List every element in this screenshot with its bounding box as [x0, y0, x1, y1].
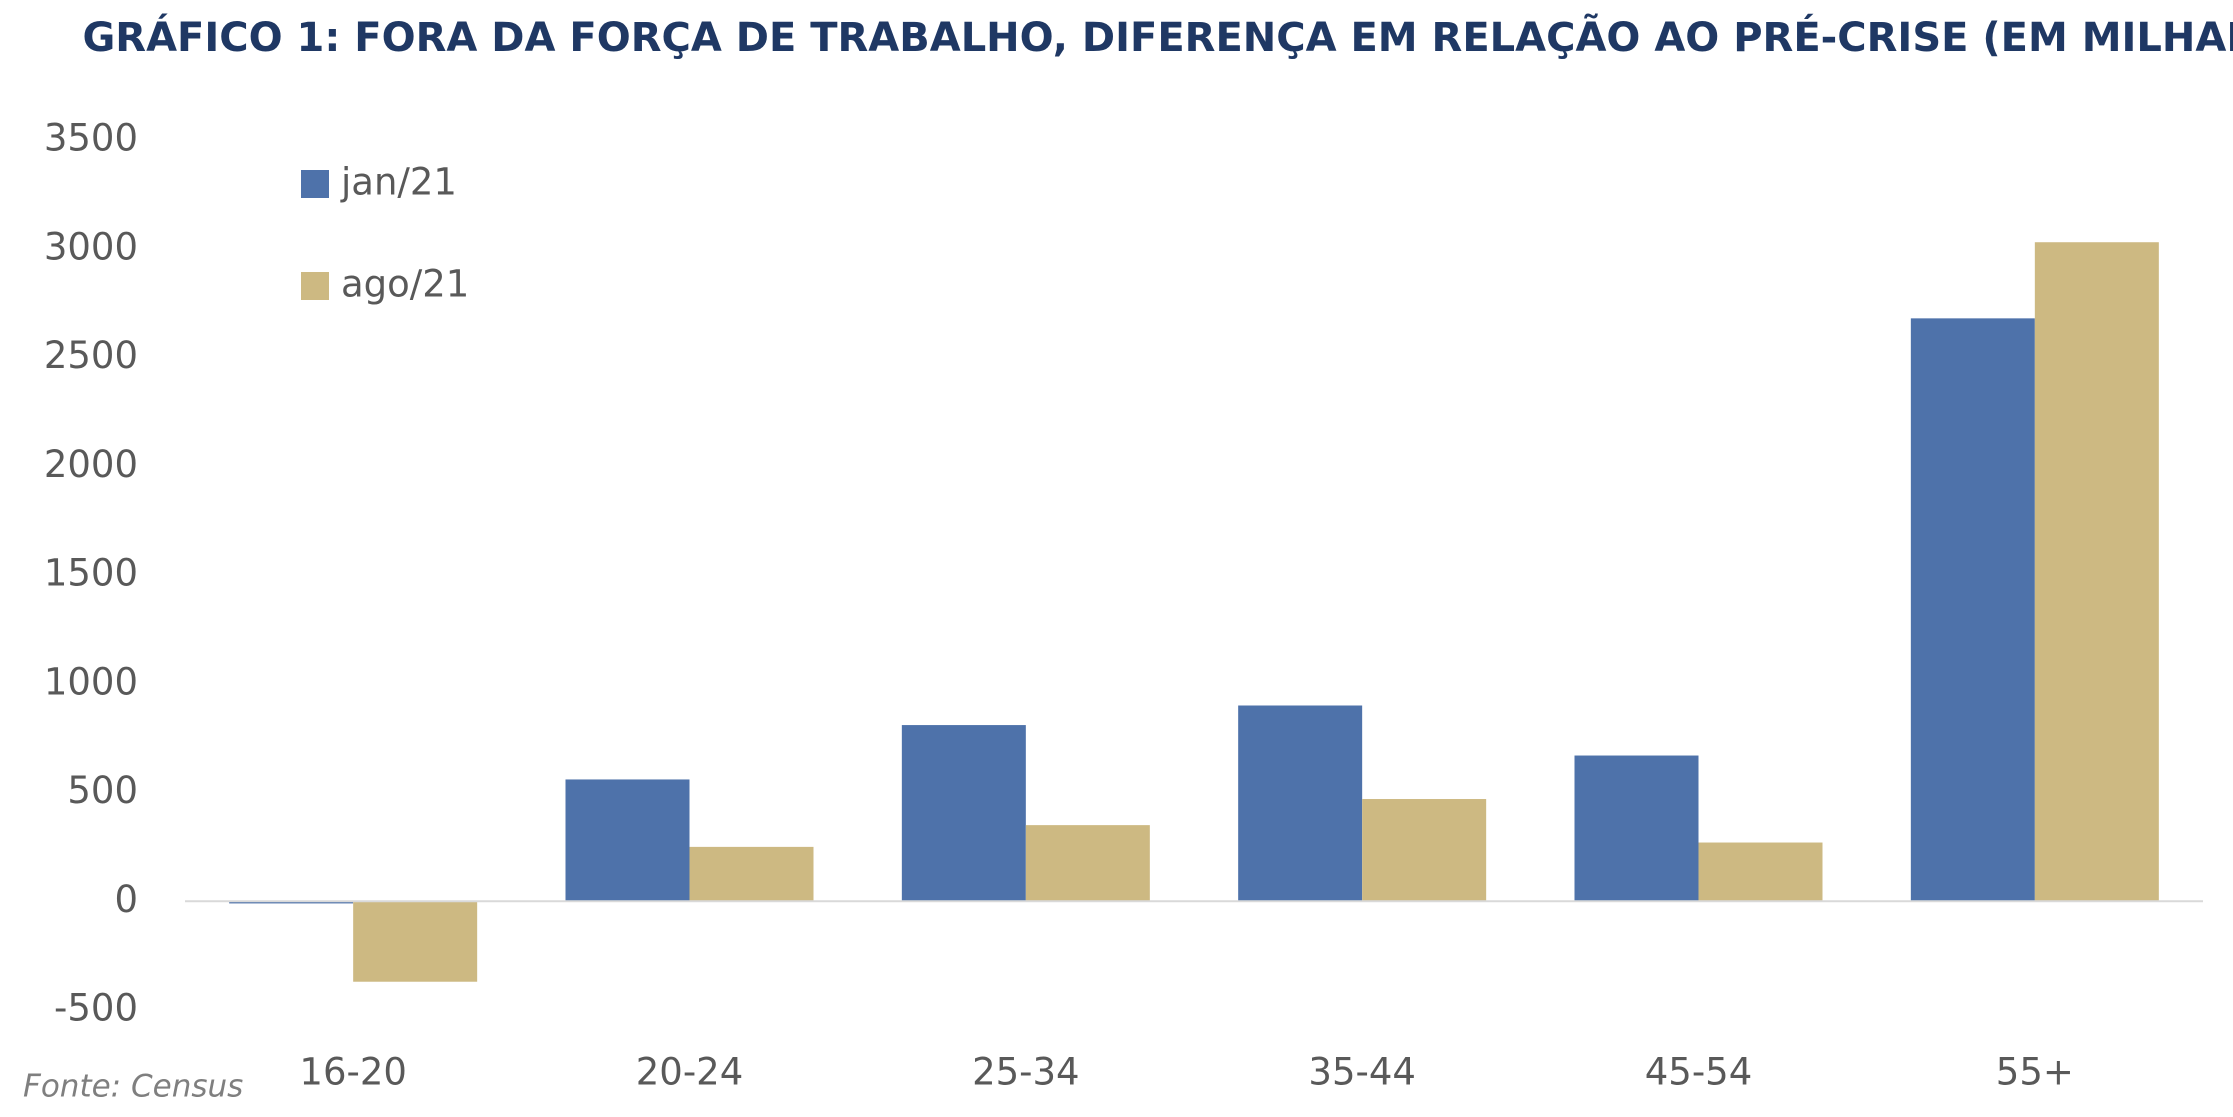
- bar: [1025, 825, 1150, 902]
- bar: [2034, 242, 2159, 902]
- chart-title: GRÁFICO 1: FORA DA FORÇA DE TRABALHO, DI…: [82, 12, 2233, 61]
- x-tick-label: 35-44: [1308, 1051, 1416, 1094]
- y-tick-label: 1000: [44, 660, 138, 703]
- bar: [901, 725, 1026, 902]
- legend-label: ago/21: [341, 263, 469, 306]
- y-tick-label: 500: [67, 769, 138, 812]
- y-tick-label: -500: [54, 987, 138, 1030]
- x-tick-label: 25-34: [972, 1051, 1080, 1094]
- y-tick-label: 2500: [44, 334, 138, 377]
- bar: [1362, 799, 1487, 902]
- x-tick-label: 45-54: [1645, 1051, 1753, 1094]
- y-tick-label: 0: [114, 878, 138, 921]
- legend-label: jan/21: [340, 161, 457, 204]
- bar: [565, 779, 690, 902]
- bar: [229, 901, 354, 904]
- y-tick-label: 3000: [44, 225, 138, 268]
- bar: [1238, 705, 1363, 902]
- y-tick-label: 1500: [44, 552, 138, 595]
- y-tick-label: 2000: [44, 443, 138, 486]
- source-note: Fonte: Census: [23, 1069, 243, 1105]
- bar: [689, 846, 814, 902]
- bar: [1910, 318, 2035, 902]
- x-tick-label: 16-20: [299, 1051, 407, 1094]
- legend-swatch: [301, 170, 329, 198]
- bar: [1698, 842, 1823, 902]
- legend-swatch: [301, 272, 329, 300]
- x-tick-label: 20-24: [636, 1051, 744, 1094]
- y-tick-label: 3500: [44, 117, 138, 160]
- bar: [353, 901, 478, 982]
- bar: [1574, 755, 1699, 902]
- x-tick-label: 55+: [1996, 1051, 2074, 1094]
